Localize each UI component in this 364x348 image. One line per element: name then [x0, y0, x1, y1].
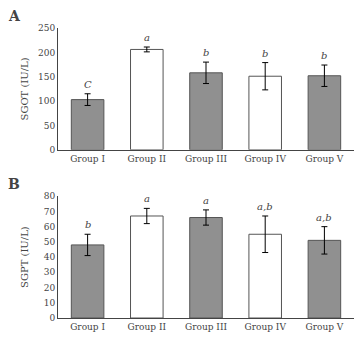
svg-text:a,b: a,b: [257, 201, 273, 212]
svg-text:b: b: [321, 50, 327, 61]
svg-text:Group III: Group III: [185, 154, 227, 164]
svg-text:A: A: [8, 8, 21, 24]
svg-text:C: C: [84, 79, 92, 90]
svg-text:b: b: [85, 219, 91, 230]
svg-text:B: B: [8, 176, 20, 192]
svg-text:b: b: [203, 47, 209, 58]
svg-text:SGPT (IU/L): SGPT (IU/L): [19, 226, 30, 288]
svg-text:Group IV: Group IV: [245, 322, 287, 332]
svg-text:a: a: [203, 195, 209, 206]
svg-text:20: 20: [44, 283, 56, 293]
svg-text:Group V: Group V: [305, 154, 343, 164]
svg-text:Group III: Group III: [185, 322, 227, 332]
svg-text:50: 50: [44, 121, 56, 131]
svg-text:Group II: Group II: [128, 154, 167, 164]
svg-text:a,b: a,b: [316, 212, 332, 223]
svg-text:SGOT (IU/L): SGOT (IU/L): [19, 57, 30, 120]
svg-text:70: 70: [44, 207, 56, 217]
svg-text:30: 30: [44, 267, 56, 277]
svg-text:a: a: [144, 193, 150, 204]
svg-text:250: 250: [38, 23, 55, 33]
svg-text:80: 80: [44, 191, 56, 201]
svg-text:200: 200: [38, 48, 55, 58]
svg-text:Group IV: Group IV: [245, 154, 287, 164]
svg-text:100: 100: [38, 96, 55, 106]
svg-text:0: 0: [49, 313, 55, 323]
svg-text:0: 0: [49, 145, 55, 155]
svg-text:60: 60: [44, 222, 56, 232]
svg-text:Group II: Group II: [128, 322, 167, 332]
svg-text:Group V: Group V: [305, 322, 343, 332]
svg-text:a: a: [144, 32, 150, 43]
svg-text:50: 50: [44, 237, 56, 247]
svg-text:10: 10: [44, 298, 56, 308]
svg-text:150: 150: [38, 72, 55, 82]
svg-text:40: 40: [44, 252, 56, 262]
svg-text:Group I: Group I: [70, 154, 105, 164]
svg-text:Group I: Group I: [70, 322, 105, 332]
svg-text:b: b: [262, 48, 268, 59]
